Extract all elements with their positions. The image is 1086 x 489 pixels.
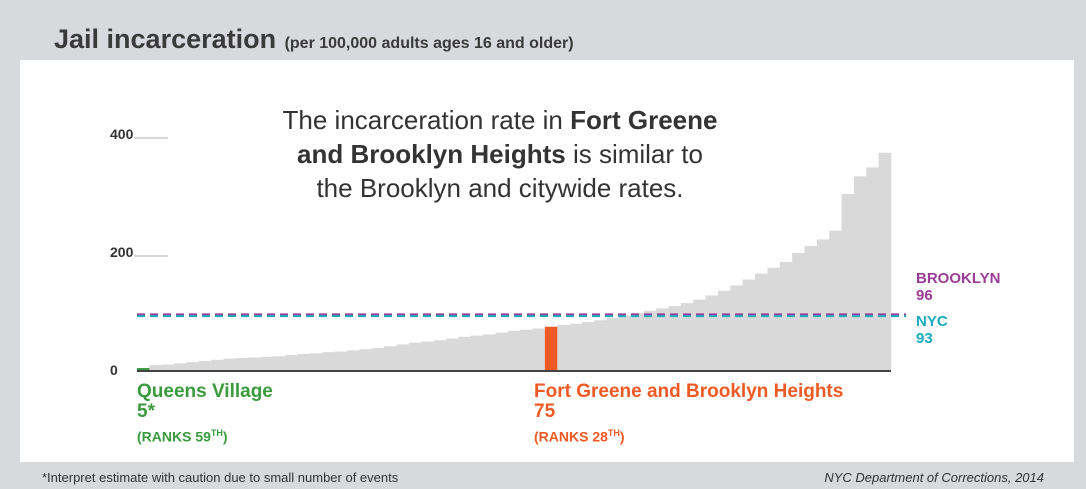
bar-38 bbox=[606, 317, 620, 371]
nyc-label: NYC bbox=[916, 313, 948, 330]
brooklyn-value: 96 bbox=[916, 287, 933, 304]
bar-56 bbox=[829, 230, 842, 371]
title-subtitle: (per 100,000 adults ages 16 and older) bbox=[284, 35, 574, 52]
low-rank-text: (RANKS 59 bbox=[137, 428, 211, 445]
callout-line1-bold: Fort Greene bbox=[570, 105, 718, 135]
bar-48 bbox=[730, 285, 743, 371]
bar-17 bbox=[347, 350, 360, 371]
bar-60 bbox=[878, 152, 892, 371]
bar-3 bbox=[174, 363, 187, 371]
bar-8 bbox=[235, 358, 249, 371]
focus-rank-close: ) bbox=[619, 428, 625, 445]
bar-46 bbox=[705, 295, 719, 371]
bar-26 bbox=[458, 336, 472, 371]
bar-1 bbox=[149, 365, 163, 371]
callout-line1-pre: The incarceration rate in bbox=[282, 105, 571, 135]
callout-text: The incarceration rate in Fort Greene an… bbox=[240, 103, 760, 205]
bar-11 bbox=[272, 356, 286, 371]
bar-40 bbox=[631, 313, 645, 371]
bar-36 bbox=[581, 322, 595, 371]
bar-43 bbox=[668, 306, 682, 371]
bar-57 bbox=[841, 194, 855, 371]
brooklyn-label: BROOKLYN bbox=[916, 270, 1001, 287]
bar-14 bbox=[310, 353, 323, 371]
focus-neighborhood-value: 75 bbox=[534, 401, 556, 422]
bar-27 bbox=[470, 335, 484, 371]
bar-31 bbox=[520, 329, 533, 371]
bar-33 bbox=[544, 326, 558, 371]
bar-2 bbox=[161, 364, 175, 371]
bar-51 bbox=[767, 267, 781, 371]
bar-18 bbox=[359, 349, 373, 371]
bar-59 bbox=[866, 167, 879, 371]
bar-53 bbox=[792, 253, 805, 371]
chart-panel bbox=[20, 60, 1074, 462]
bar-35 bbox=[569, 323, 583, 371]
bar-0 bbox=[137, 368, 150, 371]
bar-58 bbox=[853, 176, 867, 371]
focus-neighborhood-name: Fort Greene and Brooklyn Heights bbox=[534, 381, 844, 402]
bar-32 bbox=[532, 328, 546, 371]
footnote: *Interpret estimate with caution due to … bbox=[42, 470, 399, 485]
bar-37 bbox=[594, 320, 607, 371]
focus-rank-text: (RANKS 28 bbox=[534, 428, 608, 445]
bar-5 bbox=[198, 360, 212, 371]
nyc-value: 93 bbox=[916, 330, 933, 347]
bar-55 bbox=[816, 239, 830, 371]
y-tick-label-1: 200 bbox=[110, 244, 134, 260]
title-main: Jail incarceration bbox=[54, 24, 277, 54]
bar-7 bbox=[223, 358, 237, 371]
low-rank-sup: TH bbox=[210, 428, 223, 438]
bar-4 bbox=[186, 362, 200, 371]
callout-line3: the Brooklyn and citywide rates. bbox=[316, 173, 684, 203]
bar-34 bbox=[557, 324, 570, 371]
bar-21 bbox=[396, 344, 410, 371]
focus-neighborhood-rank: (RANKS 28TH) bbox=[534, 428, 625, 445]
bar-28 bbox=[483, 334, 496, 371]
bar-13 bbox=[297, 353, 311, 371]
bar-12 bbox=[285, 355, 298, 371]
bar-54 bbox=[804, 245, 818, 371]
bar-16 bbox=[334, 351, 348, 371]
bar-15 bbox=[322, 352, 336, 371]
bar-6 bbox=[211, 359, 224, 371]
bar-19 bbox=[371, 347, 385, 371]
bar-25 bbox=[446, 338, 459, 371]
bar-30 bbox=[507, 330, 521, 371]
y-tick-label-2: 400 bbox=[110, 126, 134, 142]
bar-42 bbox=[656, 308, 669, 371]
bar-29 bbox=[495, 332, 509, 371]
callout-line2-post: is similar to bbox=[565, 139, 703, 169]
bar-52 bbox=[779, 261, 793, 371]
bar-47 bbox=[717, 290, 731, 371]
bar-39 bbox=[619, 315, 632, 371]
bar-41 bbox=[643, 310, 657, 371]
bar-24 bbox=[433, 340, 447, 371]
y-tick-label-0: 0 bbox=[110, 362, 118, 378]
low-rank-close: ) bbox=[222, 428, 228, 445]
low-neighborhood-rank: (RANKS 59TH) bbox=[137, 428, 228, 445]
bar-10 bbox=[260, 356, 274, 371]
low-neighborhood-name: Queens Village bbox=[137, 381, 273, 402]
bar-44 bbox=[680, 303, 694, 371]
bar-50 bbox=[755, 273, 768, 371]
bar-20 bbox=[384, 346, 397, 371]
low-neighborhood-value: 5* bbox=[137, 401, 155, 422]
bar-22 bbox=[408, 342, 422, 371]
callout-line2-bold: and Brooklyn Heights bbox=[297, 139, 566, 169]
bar-49 bbox=[742, 279, 756, 371]
bar-23 bbox=[421, 341, 434, 371]
focus-rank-sup: TH bbox=[607, 428, 620, 438]
source-note: NYC Department of Corrections, 2014 bbox=[824, 470, 1044, 485]
bar-9 bbox=[248, 357, 261, 371]
chart-title: Jail incarceration (per 100,000 adults a… bbox=[54, 24, 574, 55]
bar-45 bbox=[693, 299, 706, 371]
